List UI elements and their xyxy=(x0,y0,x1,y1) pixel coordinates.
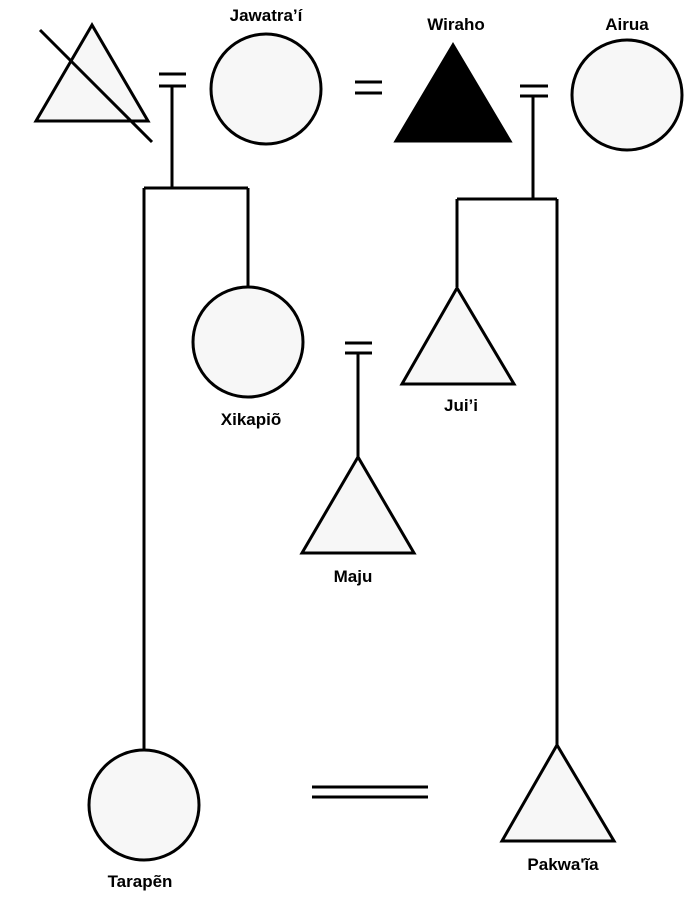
xikapio-circle xyxy=(191,285,305,399)
wiraho-label: Wiraho xyxy=(427,15,484,34)
left-descent-lines xyxy=(142,86,250,750)
airua-circle xyxy=(570,38,684,152)
pakwaia-label: Pakwa'ĩa xyxy=(527,855,599,874)
juii-triangle xyxy=(399,285,517,386)
airua-label: Airua xyxy=(605,15,649,34)
marriage-sign-5 xyxy=(312,785,428,799)
maju-label: Maju xyxy=(334,567,373,586)
maju-triangle xyxy=(299,454,417,555)
juii-label: Jui’i xyxy=(444,396,478,415)
xikapio-label: Xikapiõ xyxy=(221,410,281,429)
jawatrai-circle xyxy=(209,32,323,146)
marriage-sign-1 xyxy=(159,72,186,88)
tarapen-label: Tarapẽn xyxy=(108,872,173,891)
marriage-sign-2 xyxy=(355,80,382,95)
tarapen-circle xyxy=(87,748,201,862)
wiraho-triangle xyxy=(393,42,513,143)
right-descent-lines xyxy=(455,96,559,745)
marriage-sign-3 xyxy=(520,84,548,98)
pakwaia-triangle xyxy=(499,742,617,843)
jawatrai-label: Jawatra’í xyxy=(230,6,304,25)
deceased-male-symbol xyxy=(33,22,154,144)
marriage-sign-4 xyxy=(345,341,372,355)
